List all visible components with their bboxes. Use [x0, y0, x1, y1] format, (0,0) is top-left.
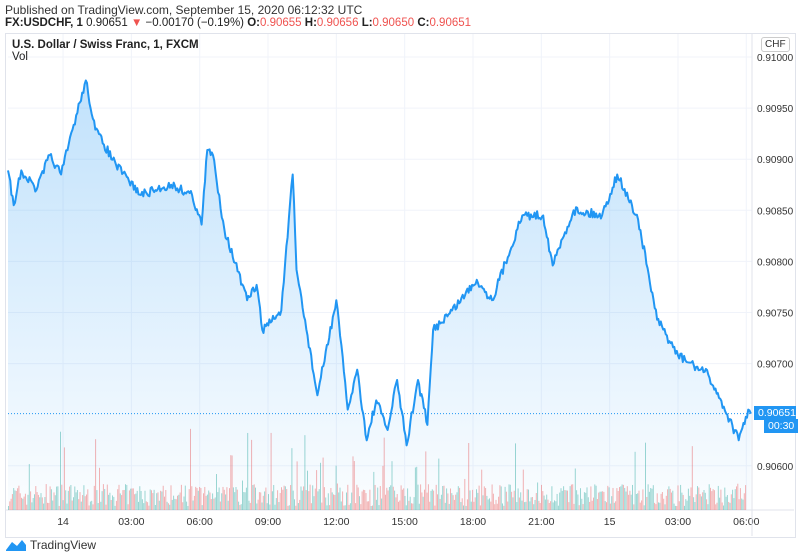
x-tick-label: 12:00: [323, 516, 349, 528]
last-price-label: 0.90651: [754, 406, 796, 420]
x-tick-label: 06:00: [187, 516, 213, 528]
currency-button[interactable]: CHF: [761, 37, 790, 52]
last-price: 0.90651: [86, 17, 128, 29]
y-tick-label: 0.90750: [757, 309, 794, 320]
published-note: Published on TradingView.com, September …: [5, 3, 363, 17]
price-change: −0.00170 (−0.19%): [145, 17, 244, 29]
brand-name: TradingView: [30, 538, 97, 552]
chart-frame: [5, 33, 796, 538]
legend-volume: Vol: [12, 51, 28, 63]
bar-countdown: 00:30: [764, 419, 799, 433]
chart-legend: U.S. Dollar / Swiss Franc, 1, FXCM Vol: [12, 39, 199, 63]
symbol-bar: FX:USDCHF, 1 0.90651 ▼ −0.00170 (−0.19%)…: [5, 17, 471, 29]
open-label: O:: [247, 17, 260, 29]
price-line: [7, 79, 752, 447]
y-tick-label: 0.90850: [757, 206, 794, 217]
x-tick-label: 09:00: [255, 516, 281, 528]
y-tick-label: 0.90800: [757, 257, 794, 268]
x-tick-label: 06:00: [733, 516, 759, 528]
open-value: 0.90655: [259, 17, 302, 29]
y-tick-label: 0.90600: [757, 462, 794, 473]
x-tick-label: 15:00: [392, 516, 418, 528]
legend-title: U.S. Dollar / Swiss Franc, 1, FXCM: [12, 39, 199, 51]
close-label: C:: [417, 17, 430, 29]
close-value: 0.90651: [429, 17, 472, 29]
price-area-fill: [8, 80, 751, 510]
y-tick-label: 0.90700: [757, 360, 794, 371]
triangle-down-icon: ▼: [130, 17, 143, 29]
tradingview-logo[interactable]: TradingView: [5, 538, 96, 552]
low-label: L:: [361, 17, 373, 29]
symbol: FX:USDCHF, 1: [5, 17, 83, 29]
x-tick-label: 15: [604, 516, 616, 528]
x-tick-label: 21:00: [528, 516, 554, 528]
y-tick-label: 0.91000: [757, 53, 794, 64]
y-tick-label: 0.90950: [757, 104, 794, 115]
low-value: 0.90650: [372, 17, 415, 29]
x-tick-label: 18:00: [460, 516, 486, 528]
x-tick-label: 14: [57, 516, 69, 528]
y-tick-label: 0.90900: [757, 155, 794, 166]
x-tick-label: 03:00: [118, 516, 144, 528]
high-value: 0.90656: [316, 17, 359, 29]
high-label: H:: [304, 17, 317, 29]
x-tick-label: 03:00: [665, 516, 691, 528]
tradingview-logo-icon: [6, 540, 26, 551]
